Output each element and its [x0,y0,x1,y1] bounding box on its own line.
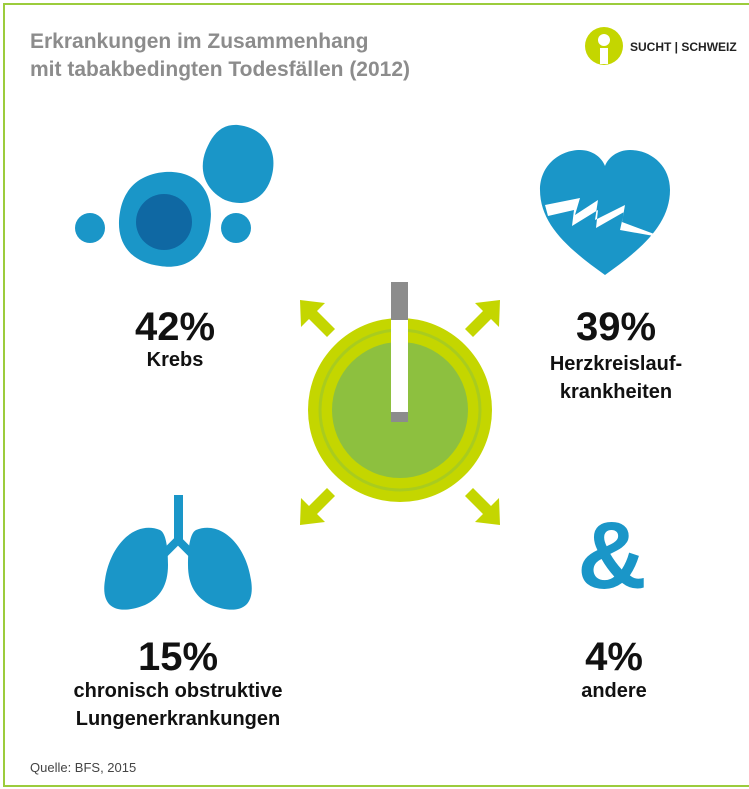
frame [3,3,749,787]
heart-icon [540,150,670,275]
dial-icon [300,282,500,525]
label: chronisch obstruktive [74,680,283,702]
cancer-icon [75,124,274,267]
label: Lungenerkrankungen [76,708,280,730]
percent: 4% [585,635,643,679]
title-line: Erkrankungen im Zusammenhang [30,30,368,53]
lungs-icon [104,495,252,610]
source: Quelle: BFS, 2015 [30,760,136,775]
percent: 42% [135,305,215,349]
label: andere [581,680,647,702]
title-line: mit tabakbedingten Todesfällen (2012) [30,58,410,81]
label: Herzkreislauf- [550,353,682,375]
percent: 39% [576,305,656,349]
logo-text: SUCHT | SCHWEIZ [630,40,737,54]
other-icon: & [577,502,646,609]
label: krankheiten [560,381,672,403]
label: Krebs [147,349,204,371]
percent: 15% [138,635,218,679]
logo: SUCHT | SCHWEIZ [585,27,737,65]
